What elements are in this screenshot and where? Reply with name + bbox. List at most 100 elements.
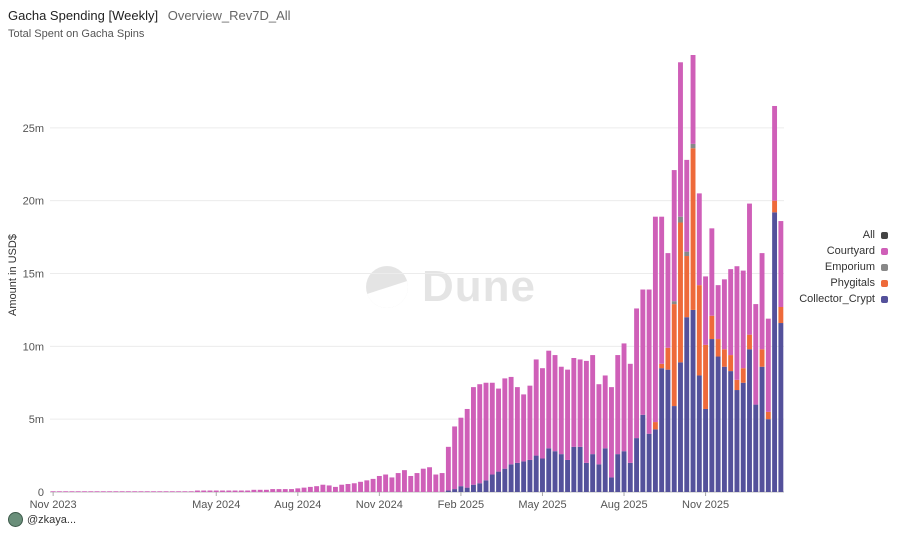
bar-segment-collector-crypt[interactable] (772, 212, 778, 492)
bar-segment-collector-crypt[interactable] (546, 448, 552, 492)
bar-segment-collector-crypt[interactable] (659, 368, 665, 492)
bar-segment-courtyard[interactable] (445, 446, 451, 491)
bar-segment-collector-crypt[interactable] (703, 408, 709, 492)
bar-segment-collector-crypt[interactable] (445, 490, 451, 492)
bar-segment-courtyard[interactable] (496, 388, 501, 472)
bar-segment-emporium[interactable] (671, 301, 677, 305)
bar-segment-collector-crypt[interactable] (577, 446, 583, 492)
bar-segment-courtyard[interactable] (521, 394, 527, 462)
bar-segment-courtyard[interactable] (263, 489, 269, 492)
bar-segment-courtyard[interactable] (169, 491, 175, 492)
bar-segment-courtyard[interactable] (621, 343, 627, 452)
bar-segment-courtyard[interactable] (671, 170, 677, 302)
bar-segment-courtyard[interactable] (176, 491, 182, 492)
bar-segment-courtyard[interactable] (721, 279, 727, 350)
bar-segment-collector-crypt[interactable] (464, 487, 470, 492)
bar-segment-collector-crypt[interactable] (540, 458, 545, 493)
bar-segment-courtyard[interactable] (69, 491, 75, 492)
bar-segment-collector-crypt[interactable] (684, 317, 690, 492)
bar-segment-courtyard[interactable] (289, 489, 294, 492)
bar-segment-courtyard[interactable] (408, 475, 414, 492)
bar-segment-courtyard[interactable] (75, 491, 81, 492)
bar-segment-collector-crypt[interactable] (646, 433, 652, 492)
bar-segment-collector-crypt[interactable] (483, 480, 489, 492)
bar-segment-courtyard[interactable] (201, 490, 207, 492)
bar-segment-collector-crypt[interactable] (552, 451, 558, 492)
bar-segment-collector-crypt[interactable] (765, 419, 771, 492)
bar-segment-courtyard[interactable] (358, 481, 363, 492)
bar-segment-phygitals[interactable] (659, 363, 665, 369)
bar-segment-courtyard[interactable] (364, 480, 370, 492)
bar-segment-courtyard[interactable] (220, 490, 225, 492)
bar-segment-courtyard[interactable] (615, 355, 621, 455)
bar-segment-courtyard[interactable] (527, 385, 533, 460)
bar-segment-courtyard[interactable] (458, 417, 464, 487)
bar-segment-courtyard[interactable] (207, 490, 213, 492)
bar-segment-courtyard[interactable] (590, 355, 596, 455)
bar-segment-collector-crypt[interactable] (615, 454, 621, 492)
bar-segment-collector-crypt[interactable] (715, 356, 721, 492)
bar-segment-courtyard[interactable] (747, 203, 752, 335)
bar-segment-courtyard[interactable] (132, 491, 138, 492)
bar-segment-courtyard[interactable] (477, 384, 483, 484)
footer-username[interactable]: @zkaya... (27, 513, 77, 526)
bar-segment-courtyard[interactable] (100, 491, 106, 492)
bar-segment-collector-crypt[interactable] (471, 484, 476, 492)
bar-segment-courtyard[interactable] (144, 491, 150, 492)
bar-segment-collector-crypt[interactable] (621, 451, 627, 492)
bar-segment-courtyard[interactable] (113, 491, 119, 492)
bar-segment-collector-crypt[interactable] (477, 483, 483, 492)
bar-segment-courtyard[interactable] (420, 468, 426, 492)
bar-segment-courtyard[interactable] (351, 483, 357, 492)
bar-segment-courtyard[interactable] (609, 387, 614, 478)
bar-segment-courtyard[interactable] (696, 193, 702, 286)
bar-segment-courtyard[interactable] (232, 490, 238, 492)
bar-segment-phygitals[interactable] (765, 411, 771, 420)
bar-segment-courtyard[interactable] (502, 378, 508, 469)
bar-segment-collector-crypt[interactable] (721, 366, 727, 492)
bar-segment-courtyard[interactable] (540, 368, 545, 459)
bar-segment-courtyard[interactable] (238, 490, 244, 492)
bar-segment-phygitals[interactable] (715, 339, 721, 357)
bar-segment-courtyard[interactable] (245, 490, 251, 492)
bar-segment-collector-crypt[interactable] (759, 366, 765, 492)
bar-segment-courtyard[interactable] (333, 486, 338, 492)
bar-segment-emporium[interactable] (678, 216, 683, 223)
bar-segment-courtyard[interactable] (194, 490, 200, 492)
bar-segment-courtyard[interactable] (759, 253, 765, 350)
bar-segment-courtyard[interactable] (270, 489, 276, 492)
bar-segment-courtyard[interactable] (389, 477, 395, 492)
bar-segment-courtyard[interactable] (715, 285, 721, 340)
bar-segment-courtyard[interactable] (282, 489, 288, 492)
bar-segment-collector-crypt[interactable] (583, 462, 589, 492)
bar-segment-courtyard[interactable] (157, 491, 163, 492)
bar-segment-courtyard[interactable] (163, 491, 169, 492)
bar-segment-courtyard[interactable] (709, 228, 715, 316)
bar-segment-courtyard[interactable] (765, 318, 771, 412)
bar-segment-courtyard[interactable] (678, 62, 683, 217)
bar-segment-courtyard[interactable] (320, 484, 326, 492)
bar-segment-collector-crypt[interactable] (734, 390, 740, 492)
bar-segment-courtyard[interactable] (56, 491, 62, 492)
bar-segment-collector-crypt[interactable] (533, 455, 539, 492)
bar-segment-courtyard[interactable] (345, 483, 351, 492)
bar-segment-courtyard[interactable] (558, 366, 564, 455)
bar-segment-courtyard[interactable] (471, 387, 476, 485)
bar-segment-courtyard[interactable] (213, 490, 219, 492)
bar-segment-collector-crypt[interactable] (514, 462, 520, 492)
bar-segment-courtyard[interactable] (395, 473, 401, 492)
bar-segment-courtyard[interactable] (464, 408, 470, 488)
bar-segment-collector-crypt[interactable] (571, 446, 577, 492)
bar-segment-phygitals[interactable] (778, 307, 784, 324)
bar-segment-courtyard[interactable] (577, 359, 583, 447)
bar-segment-courtyard[interactable] (433, 474, 439, 492)
bar-segment-courtyard[interactable] (514, 387, 520, 463)
bar-segment-phygitals[interactable] (678, 222, 683, 363)
bar-segment-phygitals[interactable] (747, 334, 752, 350)
bar-segment-collector-crypt[interactable] (565, 459, 571, 492)
bar-segment-courtyard[interactable] (772, 105, 778, 201)
bar-segment-collector-crypt[interactable] (502, 468, 508, 492)
bar-segment-courtyard[interactable] (665, 253, 671, 348)
bar-segment-courtyard[interactable] (182, 491, 188, 492)
legend-item-all[interactable]: All (863, 228, 888, 242)
